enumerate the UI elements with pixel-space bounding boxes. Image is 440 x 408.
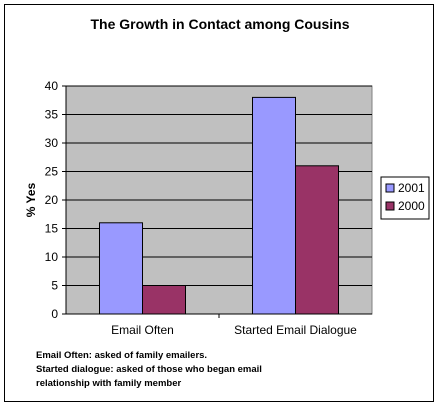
note-line: relationship with family member: [36, 378, 182, 389]
bar-2000: [295, 165, 339, 315]
y-axis-label: % Yes: [24, 182, 38, 217]
axes: [62, 85, 372, 318]
y-tick-label: 20: [45, 193, 59, 207]
y-tick-label: 30: [45, 136, 59, 150]
bar-2001: [252, 96, 296, 315]
legend-label: 2000: [398, 199, 425, 213]
legend-label: 2001: [398, 181, 425, 195]
bars: [99, 96, 339, 315]
y-tick-label: 35: [45, 108, 59, 122]
chart-notes: Email Often: asked of family emailers. S…: [36, 349, 416, 391]
legend-swatch: [385, 201, 395, 211]
chart-title: The Growth in Contact among Cousins: [90, 16, 350, 32]
note-line: Started dialogue: asked of those who beg…: [36, 364, 262, 375]
bar-2000: [142, 285, 186, 315]
y-tick-label: 15: [45, 222, 59, 236]
x-tick-label: Started Email Dialogue: [234, 323, 357, 337]
bar-2001: [99, 222, 143, 315]
y-tick-label: 25: [45, 165, 59, 179]
x-tick-labels: Email Often Started Email Dialogue: [111, 323, 357, 337]
note-line: Email Often: asked of family emailers.: [36, 350, 208, 361]
x-tick-label: Email Often: [111, 323, 174, 337]
y-tick-label: 5: [51, 279, 58, 293]
legend-swatch: [385, 183, 395, 193]
y-tick-labels: 0 5 10 15 20 25 30 35 40: [45, 79, 59, 321]
legend: 2001 2000: [380, 176, 430, 220]
y-tick-label: 10: [45, 250, 59, 264]
y-tick-label: 40: [45, 79, 59, 93]
y-tick-label: 0: [51, 307, 58, 321]
